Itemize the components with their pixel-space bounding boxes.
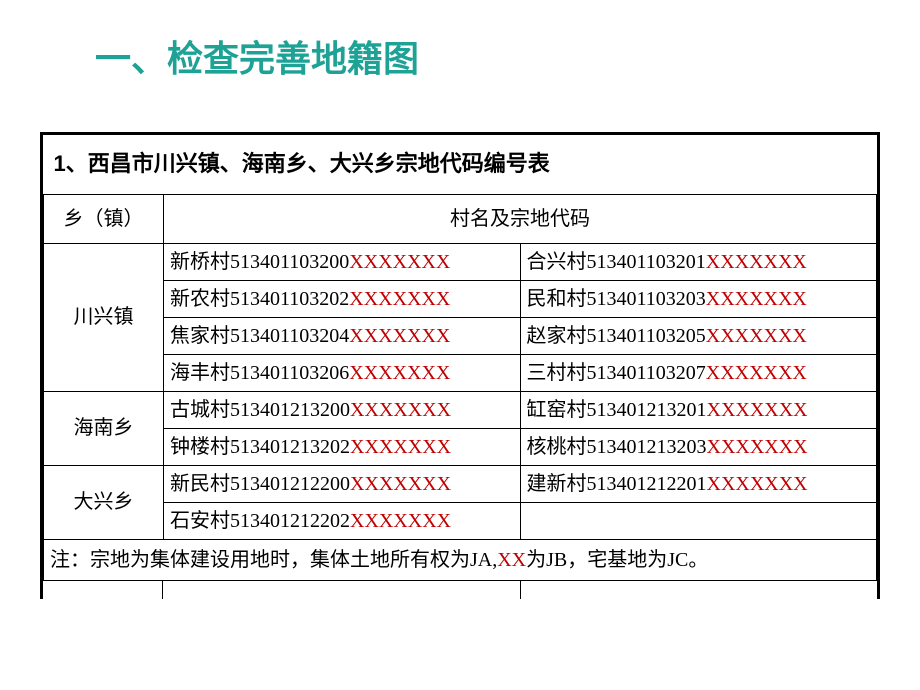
table-row: 焦家村513401103204XXXXXXX赵家村513401103205XXX… bbox=[44, 317, 877, 354]
table-stub-row bbox=[40, 581, 880, 599]
code-cell: 新民村513401212200XXXXXXX bbox=[164, 465, 521, 502]
code-cell: 古城村513401213200XXXXXXX bbox=[164, 391, 521, 428]
code-cell: 赵家村513401103205XXXXXXX bbox=[520, 317, 877, 354]
code-cell: 新桥村513401103200XXXXXXX bbox=[164, 243, 521, 280]
town-cell: 大兴乡 bbox=[44, 465, 164, 539]
table-header-row: 乡（镇） 村名及宗地代码 bbox=[44, 194, 877, 243]
table-title-row: 1、西昌市川兴镇、海南乡、大兴乡宗地代码编号表 bbox=[44, 135, 877, 194]
code-cell: 三村村513401103207XXXXXXX bbox=[520, 354, 877, 391]
code-cell: 民和村513401103203XXXXXXX bbox=[520, 280, 877, 317]
code-table: 1、西昌市川兴镇、海南乡、大兴乡宗地代码编号表 乡（镇） 村名及宗地代码 川兴镇… bbox=[43, 135, 877, 581]
note-pre: 注：宗地为集体建设用地时，集体土地所有权为JA, bbox=[50, 549, 497, 571]
note-post: 为JB，宅基地为JC。 bbox=[526, 549, 708, 571]
code-table-wrap: 1、西昌市川兴镇、海南乡、大兴乡宗地代码编号表 乡（镇） 村名及宗地代码 川兴镇… bbox=[40, 132, 880, 581]
code-cell bbox=[520, 502, 877, 539]
table-body: 川兴镇新桥村513401103200XXXXXXX合兴村513401103201… bbox=[44, 243, 877, 539]
note-cell: 注：宗地为集体建设用地时，集体土地所有权为JA,XX为JB，宅基地为JC。 bbox=[44, 539, 877, 580]
table-row: 钟楼村513401213202XXXXXXX核桃村513401213203XXX… bbox=[44, 428, 877, 465]
slide: 一、检查完善地籍图 1、西昌市川兴镇、海南乡、大兴乡宗地代码编号表 乡（镇） 村… bbox=[0, 0, 920, 690]
table-row: 川兴镇新桥村513401103200XXXXXXX合兴村513401103201… bbox=[44, 243, 877, 280]
table-row: 海丰村513401103206XXXXXXX三村村513401103207XXX… bbox=[44, 354, 877, 391]
note-row: 注：宗地为集体建设用地时，集体土地所有权为JA,XX为JB，宅基地为JC。 bbox=[44, 539, 877, 580]
table-row: 石安村513401212202XXXXXXX bbox=[44, 502, 877, 539]
town-cell: 海南乡 bbox=[44, 391, 164, 465]
code-cell: 合兴村513401103201XXXXXXX bbox=[520, 243, 877, 280]
town-cell: 川兴镇 bbox=[44, 243, 164, 391]
note-xx: XX bbox=[497, 549, 526, 571]
code-cell: 石安村513401212202XXXXXXX bbox=[164, 502, 521, 539]
code-cell: 海丰村513401103206XXXXXXX bbox=[164, 354, 521, 391]
col-codes-header: 村名及宗地代码 bbox=[164, 194, 877, 243]
code-cell: 焦家村513401103204XXXXXXX bbox=[164, 317, 521, 354]
code-cell: 钟楼村513401213202XXXXXXX bbox=[164, 428, 521, 465]
code-cell: 新农村513401103202XXXXXXX bbox=[164, 280, 521, 317]
table-title: 1、西昌市川兴镇、海南乡、大兴乡宗地代码编号表 bbox=[44, 135, 877, 194]
section-heading: 一、检查完善地籍图 bbox=[40, 30, 880, 82]
table-row: 大兴乡新民村513401212200XXXXXXX建新村513401212201… bbox=[44, 465, 877, 502]
stub-cell bbox=[43, 581, 163, 599]
code-cell: 建新村513401212201XXXXXXX bbox=[520, 465, 877, 502]
col-town-header: 乡（镇） bbox=[44, 194, 164, 243]
code-cell: 缸窑村513401213201XXXXXXX bbox=[520, 391, 877, 428]
stub-cell bbox=[521, 581, 878, 599]
code-cell: 核桃村513401213203XXXXXXX bbox=[520, 428, 877, 465]
stub-cell bbox=[163, 581, 521, 599]
table-row: 海南乡古城村513401213200XXXXXXX缸窑村513401213201… bbox=[44, 391, 877, 428]
table-row: 新农村513401103202XXXXXXX民和村513401103203XXX… bbox=[44, 280, 877, 317]
